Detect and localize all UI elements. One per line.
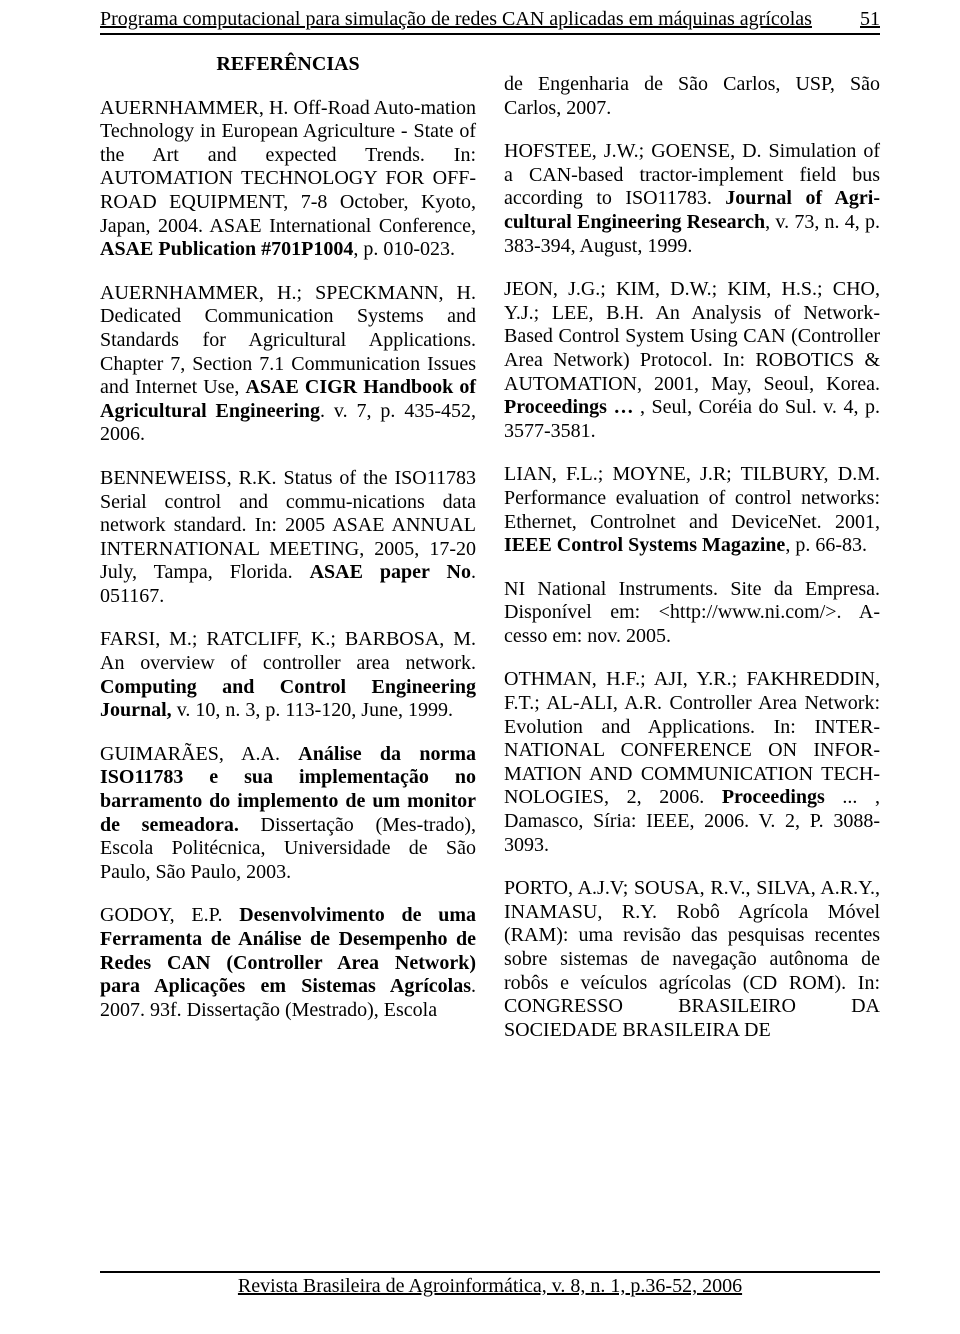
ref-text: PORTO, A.J.V; SOUSA, R.V., SILVA, A.R.Y.…: [504, 877, 880, 1041]
ref-text: AUERNHAMMER, H. Off-Road Auto-mation Tec…: [100, 97, 476, 237]
running-footer: Revista Brasileira de Agroinformática, v…: [100, 1271, 880, 1298]
right-column: de Engenharia de São Carlos, USP, São Ca…: [504, 53, 880, 1054]
ref-text: GODOY, E.P.: [100, 904, 239, 926]
ref-tail: v. 10, n. 3, p. 113-120, June, 1999.: [172, 699, 453, 721]
reference-entry: BENNEWEISS, R.K. Status of the ISO11783 …: [100, 467, 476, 609]
ref-tail: , p. 010-023.: [353, 238, 455, 260]
ref-text: JEON, J.G.; KIM, D.W.; KIM, H.S.; CHO, Y…: [504, 278, 880, 394]
ref-bold: Proceedings: [722, 786, 825, 808]
reference-entry: LIAN, F.L.; MOYNE, J.R; TILBURY, D.M. Pe…: [504, 463, 880, 557]
reference-entry: GODOY, E.P. Desenvolvimento de uma Ferra…: [100, 904, 476, 1022]
reference-entry: PORTO, A.J.V; SOUSA, R.V., SILVA, A.R.Y.…: [504, 877, 880, 1042]
ref-bold: Proceedings …: [504, 396, 633, 418]
reference-entry: de Engenharia de São Carlos, USP, São Ca…: [504, 73, 880, 120]
reference-entry: HOFSTEE, J.W.; GOENSE, D. Simulation of …: [504, 140, 880, 258]
ref-bold: IEEE Control Systems Magazine: [504, 534, 785, 556]
reference-entry: NI National Instruments. Site da Empresa…: [504, 578, 880, 649]
reference-entry: GUIMARÃES, A.A. Análise da norma ISO1178…: [100, 743, 476, 885]
running-header: Programa computacional para simulação de…: [100, 8, 880, 35]
reference-entry: FARSI, M.; RATCLIFF, K.; BARBOSA, M. An …: [100, 628, 476, 722]
two-column-body: REFERÊNCIAS AUERNHAMMER, H. Off-Road Aut…: [100, 53, 880, 1054]
header-title: Programa computacional para simulação de…: [100, 8, 812, 31]
reference-entry: AUERNHAMMER, H. Off-Road Auto-mation Tec…: [100, 97, 476, 262]
reference-entry: JEON, J.G.; KIM, D.W.; KIM, H.S.; CHO, Y…: [504, 278, 880, 443]
ref-tail: , p. 66-83.: [785, 534, 867, 556]
ref-text: LIAN, F.L.; MOYNE, J.R; TILBURY, D.M. Pe…: [504, 463, 880, 532]
left-column: REFERÊNCIAS AUERNHAMMER, H. Off-Road Aut…: [100, 53, 476, 1054]
footer-text: Revista Brasileira de Agroinformática, v…: [238, 1275, 742, 1297]
reference-entry: AUERNHAMMER, H.; SPECKMANN, H. Dedicated…: [100, 282, 476, 447]
ref-bold: ASAE Publication #701P1004: [100, 238, 353, 260]
ref-text: GUIMARÃES, A.A.: [100, 743, 298, 765]
ref-text: de Engenharia de São Carlos, USP, São Ca…: [504, 73, 880, 119]
section-title: REFERÊNCIAS: [100, 53, 476, 77]
page-number: 51: [860, 8, 880, 31]
ref-text: NI National Instruments. Site da Empresa…: [504, 578, 880, 647]
ref-text: FARSI, M.; RATCLIFF, K.; BARBOSA, M. An …: [100, 628, 476, 674]
reference-entry: OTHMAN, H.F.; AJI, Y.R.; FAKHREDDIN, F.T…: [504, 668, 880, 857]
ref-bold: ASAE paper No: [310, 561, 471, 583]
